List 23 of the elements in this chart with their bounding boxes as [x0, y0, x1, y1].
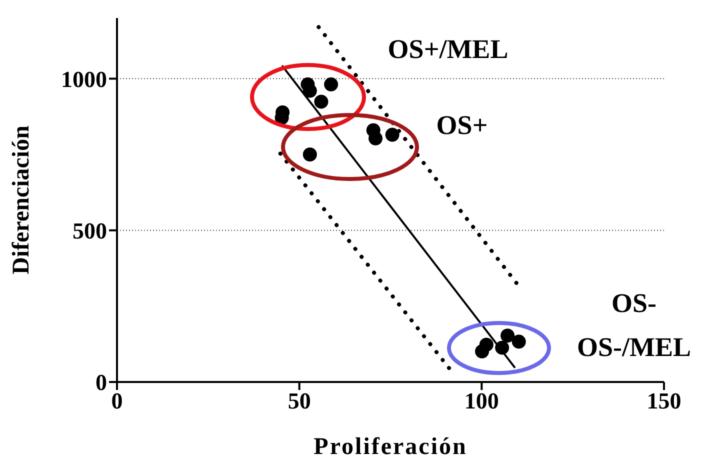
y-axis-title: Diferenciación [8, 126, 35, 274]
point [302, 84, 317, 98]
annotation: OS+ [436, 110, 488, 140]
annotation: OS-/MEL [576, 332, 692, 362]
y-tick-label: 1000 [61, 66, 107, 92]
y-tick-label: 500 [72, 218, 107, 244]
annotation: OS- [611, 288, 657, 318]
point [368, 131, 383, 146]
x-tick-label: 100 [464, 388, 499, 414]
point [385, 128, 400, 142]
point [314, 94, 328, 109]
x-tick-label: 150 [646, 388, 682, 414]
point [479, 338, 494, 352]
x-axis-title: Proliferación [314, 434, 468, 460]
point [495, 340, 510, 355]
point [324, 77, 338, 92]
point [302, 148, 317, 162]
x-tick-label: 0 [111, 388, 123, 414]
y-tick-label: 0 [96, 370, 107, 396]
annotation: OS+/MEL [388, 34, 508, 64]
point [500, 328, 515, 343]
x-tick-label: 50 [288, 388, 311, 414]
point [512, 334, 526, 349]
